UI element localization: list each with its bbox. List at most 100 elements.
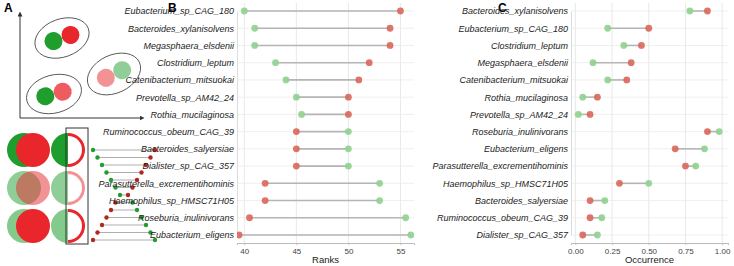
grid-line-y — [571, 166, 728, 167]
dumbbell-point — [293, 128, 300, 135]
dumbbell-point — [298, 111, 305, 118]
dumbbell-point — [262, 197, 269, 204]
dumbbell-point — [590, 59, 597, 66]
grid-line-x — [575, 3, 576, 243]
y-tick-label: Catenibacterium_mitsuokai — [125, 75, 235, 85]
venn-red — [16, 209, 50, 243]
dumbbell-point — [366, 59, 373, 66]
dumbbell-point — [686, 8, 693, 15]
dumbbell-point — [376, 180, 383, 187]
dumbbell-segment — [265, 183, 380, 185]
half-white — [68, 136, 82, 164]
y-tick-label: Haemophilus_sp_HMSC71H05 — [443, 179, 569, 189]
y-tick: Eubacterium_eligens — [484, 144, 571, 154]
dumbbell-point — [598, 214, 605, 221]
y-tick-label: Prevotella_sp_AM42_24 — [470, 110, 568, 120]
dumbbell-point — [704, 8, 711, 15]
dumbbell-point — [587, 197, 594, 204]
grid-line-y — [237, 217, 414, 218]
x-tick-label: 0.25 — [605, 247, 621, 256]
y-tick: Ruminococcus_obeum_CAG_39 — [103, 127, 237, 137]
grid-line-x — [244, 3, 245, 243]
dumbbell-point — [272, 59, 279, 66]
dumbbell-segment — [249, 217, 405, 219]
dumbbell-segment — [265, 200, 380, 202]
cluster-point — [42, 30, 65, 53]
mini-green — [144, 223, 148, 227]
y-tick-label: Eubacterium_sp_CAG_180 — [124, 6, 234, 16]
grid-line-y — [237, 235, 414, 236]
mini-red — [95, 230, 99, 234]
y-tick-label: Catenibacterium_mitsuokai — [459, 75, 569, 85]
grid — [237, 3, 414, 243]
dumbbell-point — [293, 94, 300, 101]
x-tick-mark — [348, 243, 349, 245]
mini-green — [91, 148, 95, 152]
x-tick-label: 55 — [397, 247, 406, 256]
y-tick: Clostridium_leptum — [157, 58, 237, 68]
y-tick-label: Eubacterium_sp_CAG_180 — [458, 24, 568, 34]
dumbbell-segment — [619, 183, 648, 185]
grid-line-x — [612, 3, 613, 243]
x-tick: 0.00 — [568, 243, 584, 256]
dumbbell-point — [628, 59, 635, 66]
x-tick-mark — [685, 243, 686, 245]
cluster-outline — [22, 68, 86, 119]
dumbbell-point — [587, 111, 594, 118]
dumbbell-segment — [296, 131, 348, 133]
dumbbell-point — [387, 42, 394, 49]
dumbbell-point — [645, 25, 652, 32]
dumbbell-point — [345, 163, 352, 170]
y-tick-label: Eubacterium_eligens — [150, 230, 235, 240]
dumbbell-point — [262, 180, 269, 187]
dumbbell-point — [293, 163, 300, 170]
x-tick-mark — [649, 243, 650, 245]
y-tick: Haemophilus_sp_HMSC71H05 — [443, 179, 571, 189]
dumbbell-point — [645, 180, 652, 187]
dumbbell-segment — [244, 10, 400, 12]
venn-red — [16, 171, 50, 205]
y-tick: Parasutterella_excrementihominis — [98, 179, 237, 189]
x-axis-title: Occurrence — [625, 254, 674, 265]
dumbbell-point — [293, 145, 300, 152]
dumbbell-point — [402, 214, 409, 221]
dumbbell-point — [407, 232, 414, 239]
y-tick-label: Bacteroides_salyersiae — [475, 196, 568, 206]
y-tick-label: Prevotella_sp_AM42_24 — [136, 93, 234, 103]
dumbbell-segment — [276, 62, 370, 64]
marks — [237, 8, 414, 239]
half-white — [68, 174, 82, 202]
y-tick-label: Rothia_mucilaginosa — [150, 110, 234, 120]
dumbbell-point — [345, 128, 352, 135]
x-tick: 1.00 — [715, 243, 731, 256]
y-tick: Bacteroides_xylanisolvens — [128, 24, 237, 34]
grid-line-x — [722, 3, 723, 243]
dumbbell-segment — [608, 27, 649, 29]
mini-red — [148, 155, 152, 159]
y-tick: Eubacterium_sp_CAG_180 — [458, 24, 571, 34]
dumbbell-point — [283, 77, 290, 84]
x-tick-mark — [296, 243, 297, 245]
y-tick-label: Clostridium_leptum — [491, 41, 569, 51]
grid-line-x — [400, 3, 401, 243]
mini-segment — [93, 240, 155, 241]
x-tick-label: 0.00 — [568, 247, 584, 256]
dumbbell-segment — [593, 62, 631, 64]
y-tick-label: Megasphaera_elsdenii — [477, 58, 569, 68]
grid-line-y — [571, 79, 728, 80]
dumbbell-point — [704, 128, 711, 135]
cluster-point — [59, 23, 82, 46]
dumbbell-segment — [286, 79, 359, 81]
y-tick-label: Megasphaera_elsdenii — [143, 41, 235, 51]
dumbbell-point — [716, 128, 723, 135]
y-tick-label: Roseburia_inulinivorans — [472, 127, 569, 137]
mini-red — [100, 223, 104, 227]
dumbbell-point — [387, 25, 394, 32]
dumbbell-segment — [255, 27, 390, 29]
dumbbell-segment — [675, 148, 704, 150]
y-tick-label: Eubacterium_eligens — [484, 144, 569, 154]
grid-line-y — [237, 148, 414, 149]
x-tick-label: 50 — [344, 247, 353, 256]
y-tick: Megasphaera_elsdenii — [477, 58, 571, 68]
x-tick-label: 1.00 — [715, 247, 731, 256]
